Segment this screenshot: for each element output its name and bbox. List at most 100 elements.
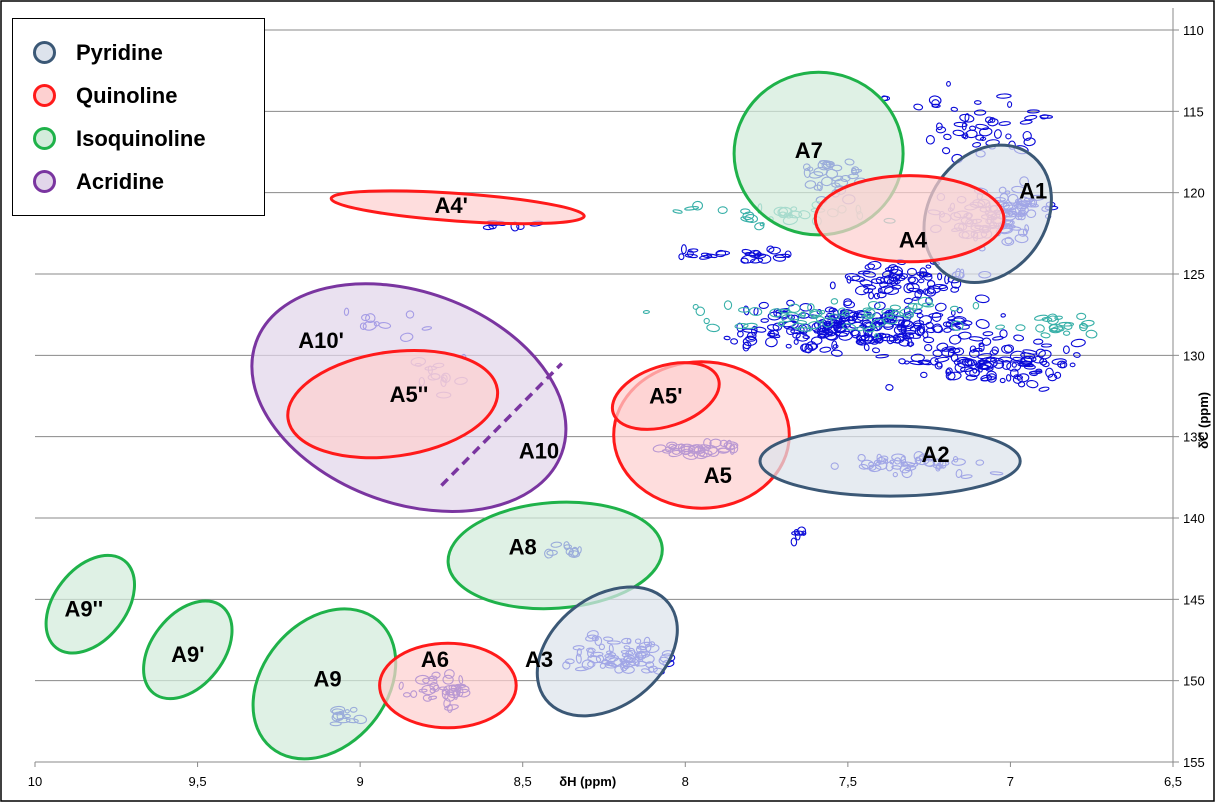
cross-peak xyxy=(938,284,949,292)
legend-label-acridine: Acridine xyxy=(76,168,165,194)
cross-peak xyxy=(759,222,765,227)
cross-peak xyxy=(989,349,999,356)
cross-peak xyxy=(903,297,913,304)
cross-peak xyxy=(1022,349,1038,355)
cross-peak xyxy=(792,332,801,339)
cross-peak xyxy=(949,305,960,312)
cross-peak xyxy=(874,333,880,339)
cross-peak xyxy=(832,320,843,325)
cross-peak xyxy=(978,127,993,137)
cross-peak xyxy=(943,133,952,141)
cross-peak xyxy=(642,310,650,314)
cross-peak xyxy=(945,371,956,381)
cross-peak xyxy=(1079,322,1088,332)
cross-peak xyxy=(979,136,987,141)
cross-peak xyxy=(717,206,728,214)
cross-peak xyxy=(862,284,877,290)
cross-peak xyxy=(962,132,969,140)
cross-peak xyxy=(1080,319,1095,327)
cross-peak xyxy=(903,312,915,319)
cross-peak xyxy=(905,332,921,339)
region-ellipse-a9p xyxy=(142,599,234,701)
x-tick-label-9: 9 xyxy=(356,774,363,789)
cross-peak xyxy=(918,271,925,279)
region-ellipse-a8 xyxy=(446,500,664,611)
cross-peak xyxy=(941,346,956,352)
cross-peak xyxy=(906,341,915,347)
x-tick-label-6,5: 6,5 xyxy=(1164,774,1182,789)
cross-peak xyxy=(1059,361,1066,369)
cross-peak xyxy=(968,349,980,358)
cross-peak xyxy=(903,282,915,294)
cross-peak xyxy=(1062,330,1071,336)
cross-peak xyxy=(936,122,943,131)
cross-peak xyxy=(961,134,967,139)
cross-peak xyxy=(871,347,881,354)
cross-peak xyxy=(961,358,976,367)
cross-peak xyxy=(811,314,819,319)
cross-peak xyxy=(931,312,942,322)
cross-peak xyxy=(875,332,887,339)
cross-peak xyxy=(822,317,833,328)
cross-peak xyxy=(742,336,758,347)
cross-peak xyxy=(1015,324,1026,332)
region-label-a5p: A5' xyxy=(649,383,682,408)
cross-peak xyxy=(863,327,876,333)
cross-peak xyxy=(875,354,890,359)
cross-peak xyxy=(1073,352,1081,358)
cross-peak xyxy=(921,302,935,308)
cross-peak xyxy=(1009,350,1025,362)
cross-peak xyxy=(740,208,751,215)
region-label-a3: A3 xyxy=(525,647,553,672)
cross-peak xyxy=(973,109,987,116)
x-tick-label-8: 8 xyxy=(682,774,689,789)
cross-peak xyxy=(856,339,865,345)
x-tick-label-7,5: 7,5 xyxy=(839,774,857,789)
cross-peak xyxy=(874,301,886,311)
cross-peak xyxy=(894,274,906,282)
region-label-a10: A10 xyxy=(519,439,559,464)
cross-peak xyxy=(824,306,835,313)
cross-peak xyxy=(684,206,700,211)
cross-peak xyxy=(837,307,847,316)
region-label-a2: A2 xyxy=(922,442,950,467)
cross-peak xyxy=(1054,315,1063,320)
cross-peak xyxy=(950,320,964,331)
cross-peak xyxy=(1039,114,1054,119)
cross-peak xyxy=(982,331,994,337)
legend-item-acridine: Acridine xyxy=(33,160,264,203)
cross-peak xyxy=(870,318,886,328)
cross-peak xyxy=(1047,373,1058,382)
cross-peak xyxy=(999,329,1008,339)
region-label-a6: A6 xyxy=(421,647,449,672)
cross-peak xyxy=(972,141,982,148)
cross-peak xyxy=(1035,368,1043,373)
cross-peak xyxy=(1040,332,1051,339)
legend-label-quinoline: Quinoline xyxy=(76,82,178,108)
cross-peak xyxy=(984,116,994,124)
cross-peak xyxy=(995,324,1006,330)
cross-peak xyxy=(839,309,853,315)
cross-peak xyxy=(1032,355,1045,364)
cross-peak xyxy=(769,330,775,339)
x-tick-label-7: 7 xyxy=(1007,774,1014,789)
cross-peak xyxy=(925,135,935,145)
cross-peak xyxy=(931,103,941,109)
cross-peak xyxy=(977,359,990,364)
cross-peak xyxy=(943,327,952,333)
cross-peak xyxy=(1021,356,1033,366)
cross-peak xyxy=(978,343,985,353)
cross-peak xyxy=(919,267,928,278)
legend-item-pyridine: Pyridine xyxy=(33,31,264,74)
cross-peak xyxy=(740,254,756,264)
cross-peak xyxy=(1000,313,1006,318)
cross-peak xyxy=(1058,321,1075,327)
cross-peak xyxy=(1026,109,1040,114)
cross-peak xyxy=(692,200,704,211)
cross-peak xyxy=(925,296,933,306)
cross-peak xyxy=(935,126,947,134)
region-label-a9pp: A9'' xyxy=(65,597,104,622)
cross-peak xyxy=(1054,371,1062,379)
cross-peak xyxy=(907,276,916,283)
